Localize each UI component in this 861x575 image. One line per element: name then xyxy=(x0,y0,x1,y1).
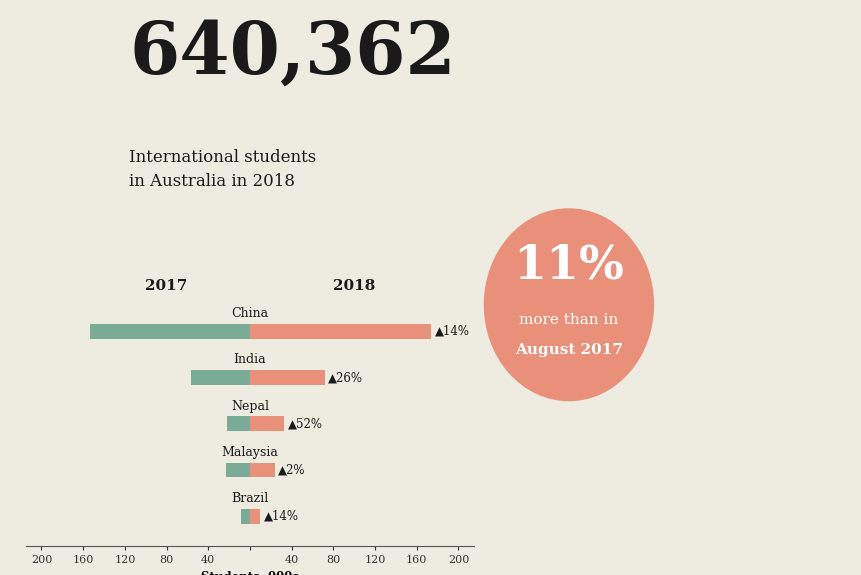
X-axis label: Students ,000s: Students ,000s xyxy=(201,571,299,575)
Text: International students
in Australia in 2018: International students in Australia in 2… xyxy=(129,150,316,190)
Text: more than in: more than in xyxy=(518,313,618,327)
Text: 2018: 2018 xyxy=(332,279,375,293)
Text: ▲52%: ▲52% xyxy=(288,417,322,430)
Text: Malaysia: Malaysia xyxy=(221,446,278,459)
Bar xyxy=(90,324,250,339)
Bar xyxy=(250,463,275,477)
Text: Nepal: Nepal xyxy=(231,400,269,413)
Text: ▲2%: ▲2% xyxy=(278,463,306,477)
Text: China: China xyxy=(231,307,269,320)
Bar xyxy=(226,416,250,431)
Bar xyxy=(190,370,250,385)
Text: ▲14%: ▲14% xyxy=(263,509,298,523)
Text: 11%: 11% xyxy=(513,243,623,289)
Text: 2017: 2017 xyxy=(146,279,188,293)
Text: ▲14%: ▲14% xyxy=(434,325,469,338)
Text: India: India xyxy=(233,354,266,366)
Text: 640,362: 640,362 xyxy=(129,17,455,88)
Bar xyxy=(226,463,250,477)
Bar xyxy=(250,416,284,431)
Bar xyxy=(250,370,325,385)
Bar xyxy=(250,509,260,524)
Bar xyxy=(240,509,250,524)
Text: Brazil: Brazil xyxy=(231,492,269,505)
Bar xyxy=(250,324,430,339)
Text: ▲26%: ▲26% xyxy=(328,371,362,384)
Text: August 2017: August 2017 xyxy=(514,343,623,356)
Circle shape xyxy=(484,209,653,401)
